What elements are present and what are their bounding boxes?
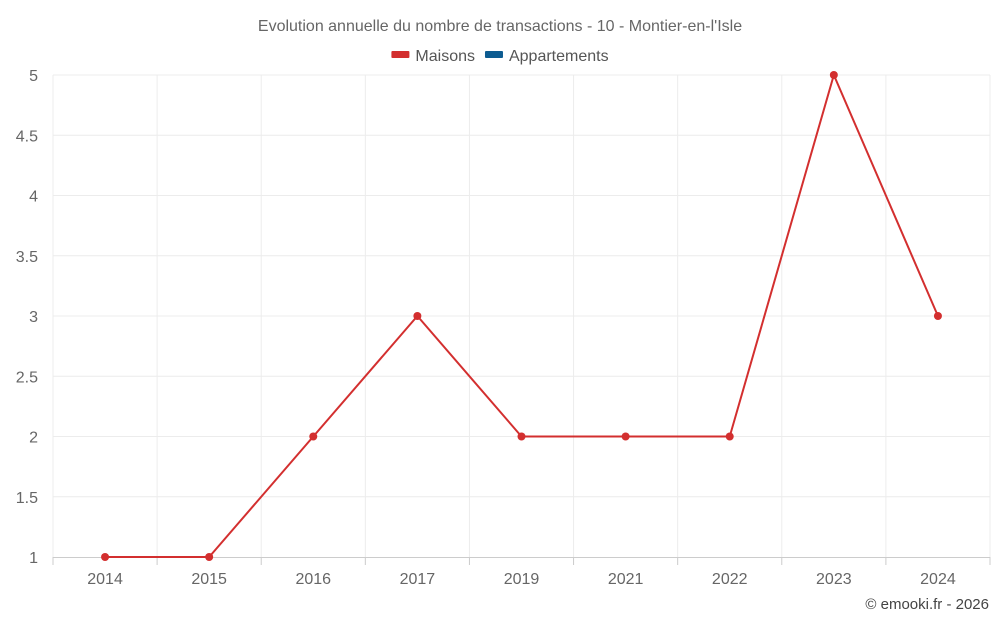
data-point — [517, 432, 526, 441]
x-tick-label: 2016 — [295, 571, 331, 588]
legend-label: Appartements — [509, 48, 609, 65]
y-tick-label: 2 — [29, 430, 38, 447]
legend: Maisons Appartements — [391, 48, 609, 65]
legend-item-maisons: Maisons — [391, 48, 475, 65]
x-tick-label: 2023 — [816, 571, 852, 588]
series — [101, 71, 942, 561]
x-tick-label: 2021 — [608, 571, 644, 588]
legend-item-appartements: Appartements — [484, 48, 609, 65]
y-tick-label: 3 — [29, 309, 38, 326]
data-point — [725, 432, 734, 441]
y-tick-label: 4 — [29, 189, 38, 206]
data-point — [621, 432, 630, 441]
grid — [52, 74, 991, 557]
credit-text: © emooki.fr - 2026 — [865, 596, 989, 613]
axes: 1 1.5 2 2.5 3 3.5 4 4.5 5 2014 2015 2016 2017 2019 202… — [16, 68, 991, 588]
x-tick-label: 2024 — [920, 571, 956, 588]
data-point — [413, 312, 422, 320]
data-point — [829, 71, 838, 79]
y-tick-label: 2.5 — [16, 369, 38, 386]
data-point — [205, 553, 214, 561]
y-tick-label: 1 — [29, 550, 38, 567]
legend-label: Maisons — [415, 48, 475, 65]
x-tick-label: 2014 — [87, 571, 123, 588]
data-point — [933, 312, 942, 320]
x-tick-label: 2019 — [504, 571, 540, 588]
data-point — [101, 553, 110, 561]
y-tick-label: 5 — [29, 68, 38, 85]
data-point — [309, 432, 318, 441]
legend-swatch — [484, 51, 503, 58]
x-tick-label: 2017 — [400, 571, 436, 588]
y-tick-label: 1.5 — [16, 490, 38, 507]
y-tick-label: 4.5 — [16, 128, 38, 145]
x-tick-label: 2022 — [712, 571, 748, 588]
chart-title: Evolution annuelle du nombre de transact… — [258, 18, 742, 35]
y-tick-label: 3.5 — [16, 249, 38, 266]
legend-swatch — [391, 51, 410, 58]
x-tick-label: 2015 — [191, 571, 227, 588]
